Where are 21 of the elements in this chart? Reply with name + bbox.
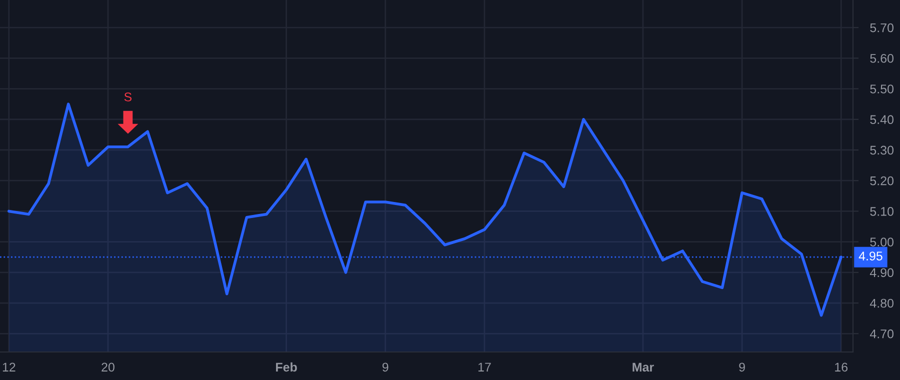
x-tick-label: 20 xyxy=(102,362,114,372)
y-tick-label: 5.60 xyxy=(870,54,894,63)
y-tick-label: 4.90 xyxy=(870,268,894,278)
y-tick-label: 4.70 xyxy=(870,329,894,338)
y-tick-label: 5.20 xyxy=(870,176,894,186)
y-tick-label: 5.00 xyxy=(870,238,894,246)
y-tick-label: 5.30 xyxy=(870,146,894,155)
x-tick-label: 9 xyxy=(739,362,745,372)
y-tick-label: 5.50 xyxy=(870,84,894,94)
y-tick-label: 5.40 xyxy=(870,115,894,124)
x-tick-label: 9 xyxy=(382,362,388,372)
x-tick-label: Mar xyxy=(632,362,654,372)
x-tick-label: 16 xyxy=(835,362,848,372)
x-tick-label: 12 xyxy=(2,362,16,372)
y-tick-label: 4.80 xyxy=(870,298,894,308)
annotation: S xyxy=(124,92,132,102)
y-tick-label: 5.10 xyxy=(870,207,894,216)
x-tick-label: Feb xyxy=(276,362,297,372)
x-tick-label: 17 xyxy=(478,362,491,372)
ref-line-label: 4.95 xyxy=(858,252,882,260)
y-tick-label: 5.70 xyxy=(870,23,894,32)
